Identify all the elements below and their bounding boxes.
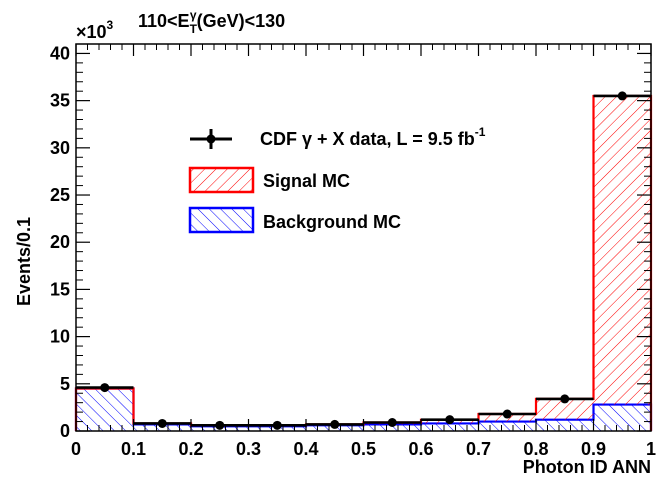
background-bar xyxy=(421,423,479,431)
data-points xyxy=(76,91,651,430)
data-point xyxy=(272,420,282,430)
legend-label-signal: Signal MC xyxy=(263,171,350,191)
y-tick-label: 10 xyxy=(50,327,70,347)
x-tick-label: 0 xyxy=(71,439,81,459)
data-point xyxy=(215,420,225,430)
x-tick-label: 0.6 xyxy=(408,439,433,459)
legend-signal-swatch-icon xyxy=(188,166,255,194)
legend-label-data: CDF γ + X data, L = 9.5 fb-1 xyxy=(260,125,486,149)
legend-label-background: Background MC xyxy=(263,212,401,232)
y-tick-label: 35 xyxy=(50,91,70,111)
x-tick-label: 0.5 xyxy=(351,439,376,459)
data-point xyxy=(560,394,570,404)
legend-data-marker-icon xyxy=(206,134,216,144)
chart-title: 110<ETγ(GeV)<130 xyxy=(138,8,285,36)
legend: CDF γ + X data, L = 9.5 fb-1 Signal MC B… xyxy=(188,125,486,234)
y-tick-label: 40 xyxy=(50,43,70,63)
y-tick-label: 20 xyxy=(50,232,70,252)
background-bar xyxy=(478,421,536,431)
y-tick-label: 30 xyxy=(50,138,70,158)
data-point xyxy=(445,415,455,425)
legend-entry-signal: Signal MC xyxy=(188,166,350,194)
x-tick-label: 1 xyxy=(646,439,656,459)
axis-ticks: 0 0.1 0.2 0.3 0.4 0.5 0.6 0.7 0.8 0.9 105101520253… xyxy=(50,43,656,459)
legend-entry-data: CDF γ + X data, L = 9.5 fb-1 xyxy=(190,125,486,149)
background-bar xyxy=(76,388,134,431)
signal-bar xyxy=(536,398,594,420)
y-axis-multiplier: ×103 xyxy=(76,18,114,42)
x-tick-label: 0.4 xyxy=(293,439,318,459)
background-bar xyxy=(536,419,594,431)
legend-background-swatch-icon xyxy=(188,206,255,234)
signal-bar xyxy=(593,95,651,405)
y-axis-title: Events/0.1 xyxy=(14,217,34,306)
background-bar xyxy=(363,424,421,431)
y-tick-label: 5 xyxy=(60,374,70,394)
x-tick-label: 0.1 xyxy=(121,439,146,459)
plot-frame xyxy=(75,43,652,432)
x-axis-title: Photon ID ANN xyxy=(523,457,651,477)
legend-entry-background: Background MC xyxy=(188,206,401,234)
x-tick-label: 0.3 xyxy=(236,439,261,459)
data-point xyxy=(617,91,627,101)
x-tick-label: 0.9 xyxy=(581,439,606,459)
data-point xyxy=(100,383,110,393)
y-tick-label: 15 xyxy=(50,279,70,299)
x-tick-label: 0.8 xyxy=(523,439,548,459)
data-point xyxy=(502,409,512,419)
y-tick-label: 0 xyxy=(60,421,70,441)
data-point xyxy=(330,419,340,429)
x-tick-label: 0.2 xyxy=(178,439,203,459)
data-point xyxy=(157,418,167,428)
data-point xyxy=(387,418,397,428)
x-tick-label: 0.7 xyxy=(466,439,491,459)
background-bar xyxy=(593,404,651,431)
y-tick-label: 25 xyxy=(50,185,70,205)
